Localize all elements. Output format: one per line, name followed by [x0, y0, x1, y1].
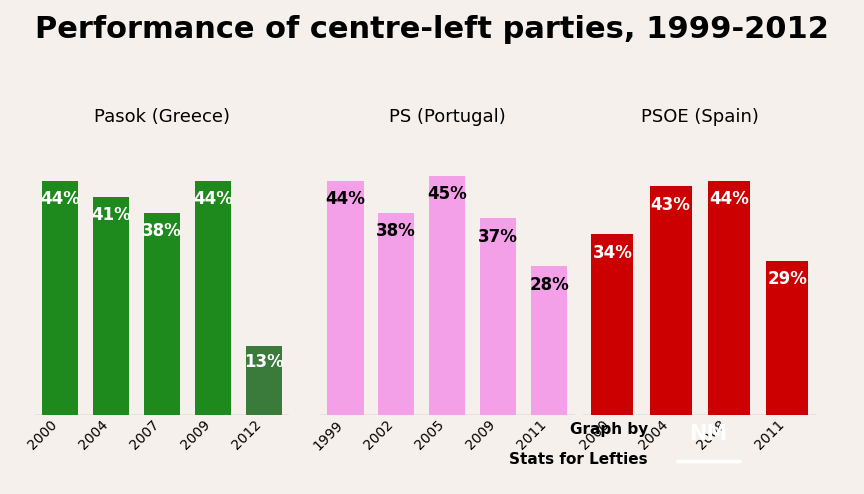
Text: 41%: 41% — [91, 206, 131, 224]
Text: 38%: 38% — [376, 222, 416, 241]
Text: 44%: 44% — [709, 191, 749, 208]
Text: Stats for Lefties: Stats for Lefties — [510, 452, 648, 467]
Text: 37%: 37% — [478, 228, 518, 246]
Bar — [378, 213, 415, 415]
Text: 28%: 28% — [529, 276, 569, 293]
Text: Performance of centre-left parties, 1999-2012: Performance of centre-left parties, 1999… — [35, 15, 829, 44]
Bar — [194, 181, 232, 415]
Text: Graph by: Graph by — [569, 422, 648, 437]
Bar — [766, 261, 809, 415]
Text: Pasok (Greece): Pasok (Greece) — [94, 108, 230, 126]
Text: NM: NM — [689, 424, 727, 444]
Text: 45%: 45% — [427, 185, 467, 203]
Bar — [530, 266, 568, 415]
Text: 44%: 44% — [40, 191, 80, 208]
Text: PSOE (Spain): PSOE (Spain) — [641, 108, 759, 126]
Text: PS (Portugal): PS (Portugal) — [389, 108, 505, 126]
Bar — [327, 181, 364, 415]
Bar — [143, 213, 181, 415]
Text: 13%: 13% — [244, 353, 284, 371]
Text: 38%: 38% — [142, 222, 182, 241]
Text: 44%: 44% — [193, 191, 233, 208]
Bar — [92, 197, 130, 415]
Bar — [480, 218, 517, 415]
Bar — [429, 175, 466, 415]
Bar — [591, 234, 633, 415]
Text: 29%: 29% — [767, 270, 807, 288]
Text: 44%: 44% — [325, 191, 365, 208]
Bar — [708, 181, 750, 415]
Text: 34%: 34% — [593, 244, 632, 262]
Text: 43%: 43% — [651, 196, 690, 214]
Bar — [245, 346, 283, 415]
Bar — [650, 186, 692, 415]
Bar — [41, 181, 79, 415]
